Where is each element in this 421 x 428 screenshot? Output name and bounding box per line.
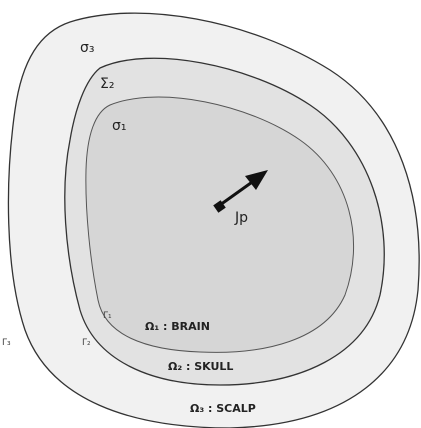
scalp-label: Ω₃ : SCALP: [190, 402, 256, 415]
sigma2-label: Σ₂: [100, 76, 114, 92]
brain-boundary: [85, 96, 355, 353]
gamma2-label: Γ₂: [82, 338, 91, 348]
sigma3-label: σ₃: [80, 40, 95, 56]
dipole-arrow: [219, 178, 256, 207]
sigma1-label: σ₁: [112, 118, 127, 134]
gamma3-label: Γ₃: [2, 338, 11, 348]
jp-label: Jp: [234, 210, 248, 226]
brain-label: Ω₁ : BRAIN: [145, 320, 210, 333]
arrowhead: [245, 170, 268, 190]
gamma1-label: Γ₁: [103, 311, 112, 321]
skull-label: Ω₂ : SKULL: [168, 360, 233, 373]
